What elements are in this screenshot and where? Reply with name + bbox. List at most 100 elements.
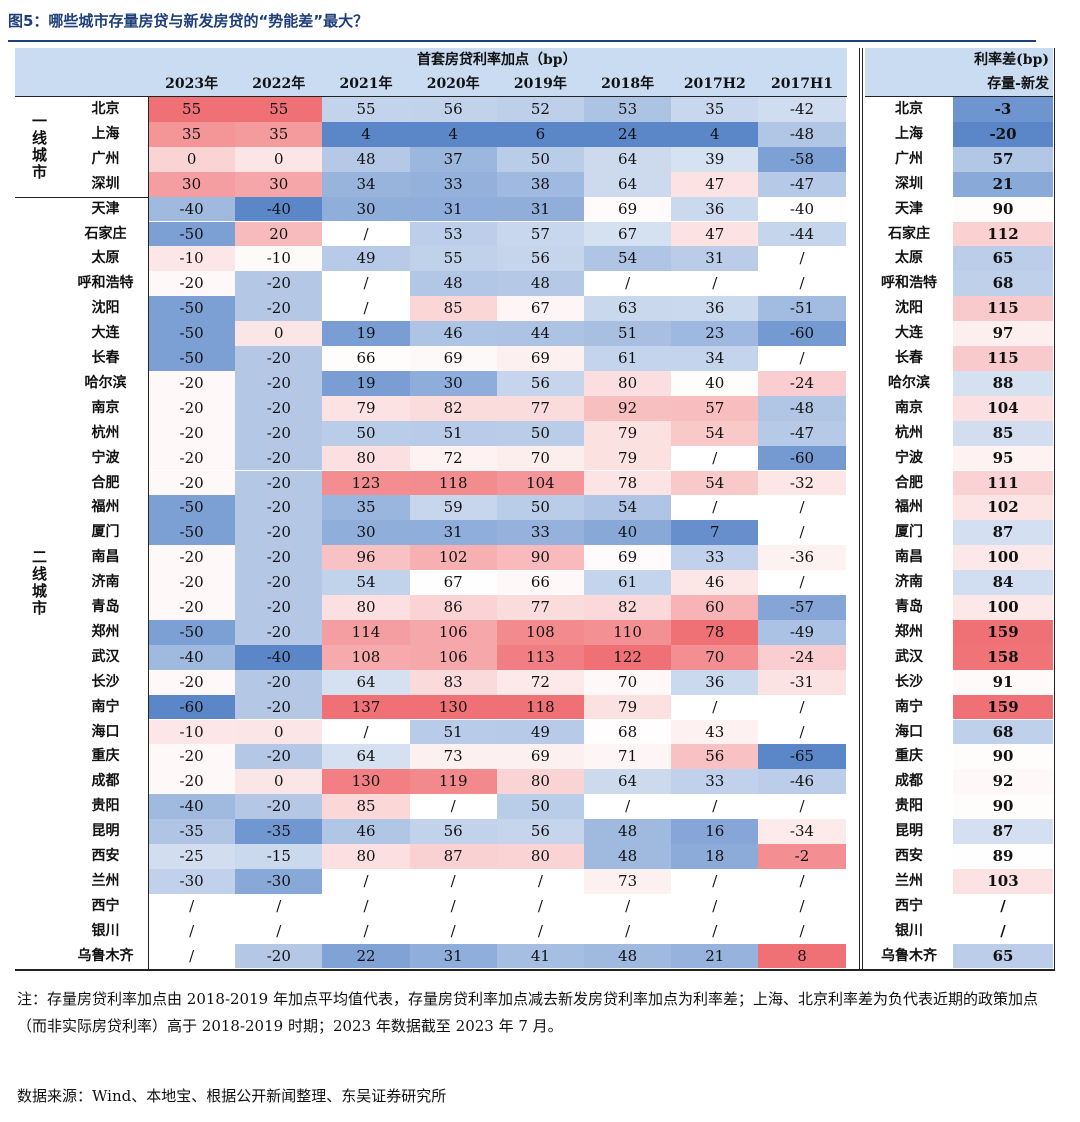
rate-cell: 70 bbox=[584, 669, 672, 695]
city-label: 贵阳 bbox=[91, 798, 120, 815]
rate-cell: 70 bbox=[496, 445, 584, 471]
city-label-right: 长沙 bbox=[895, 673, 923, 690]
rate-cell: 61 bbox=[584, 570, 672, 595]
rate-cell: -20 bbox=[148, 570, 236, 595]
rate-cell: -20 bbox=[235, 943, 323, 969]
rate-cell: -40 bbox=[235, 196, 323, 222]
rate-cell: 18 bbox=[671, 844, 759, 869]
city-label-right: 贵阳 bbox=[895, 798, 923, 815]
rate-cell: 0 bbox=[235, 719, 323, 745]
diff-cell: 100 bbox=[953, 595, 1053, 620]
rate-cell: -20 bbox=[148, 445, 236, 471]
rate-cell: / bbox=[322, 918, 410, 944]
rate-cell: -42 bbox=[758, 97, 846, 122]
rate-cell: / bbox=[758, 520, 846, 546]
rate-cell: -48 bbox=[758, 121, 846, 147]
rate-cell: / bbox=[235, 893, 323, 919]
rate-cell: -20 bbox=[235, 694, 323, 720]
city-label: 济南 bbox=[91, 574, 120, 591]
city-label-right: 重庆 bbox=[895, 748, 923, 765]
diff-separator-right bbox=[862, 48, 863, 969]
header-rule bbox=[15, 96, 847, 97]
rate-cell: -20 bbox=[235, 545, 323, 571]
rate-cell: 69 bbox=[584, 196, 672, 222]
source-line: 数据来源：Wind、本地宝、根据公开新闻整理、东吴证券研究所 bbox=[17, 1087, 447, 1105]
diff-cell: 112 bbox=[953, 221, 1053, 247]
city-label: 大连 bbox=[91, 325, 120, 342]
rate-cell: / bbox=[496, 893, 584, 919]
city-label-right: 青岛 bbox=[895, 599, 923, 615]
rate-cell: -60 bbox=[758, 321, 846, 346]
city-label: 福州 bbox=[91, 499, 120, 516]
header-year: 2022年 bbox=[252, 76, 306, 92]
rate-cell: 4 bbox=[671, 121, 759, 147]
rate-cell: 22 bbox=[322, 943, 410, 969]
city-label: 南京 bbox=[91, 399, 120, 416]
rate-cell: 6 bbox=[496, 121, 584, 147]
rate-cell: 53 bbox=[584, 97, 672, 122]
city-label: 合肥 bbox=[91, 474, 120, 491]
rate-cell: 49 bbox=[496, 719, 584, 745]
rate-cell: 108 bbox=[496, 619, 584, 645]
city-label-right: 上海 bbox=[895, 125, 923, 142]
rate-cell: / bbox=[584, 794, 672, 820]
rate-cell: / bbox=[671, 694, 759, 720]
diff-cell: 57 bbox=[953, 146, 1053, 172]
city-label-right: 南昌 bbox=[895, 549, 923, 566]
rate-cell: 73 bbox=[584, 868, 672, 894]
rate-cell: 118 bbox=[409, 470, 497, 496]
rate-cell: 50 bbox=[322, 420, 410, 446]
rate-cell: 102 bbox=[409, 545, 497, 571]
rate-cell: 30 bbox=[409, 370, 497, 396]
city-label-right: 太原 bbox=[895, 250, 923, 267]
rate-cell: 46 bbox=[671, 570, 759, 595]
tier-divider bbox=[15, 196, 148, 198]
diff-cell: 87 bbox=[953, 819, 1053, 844]
rate-cell: -20 bbox=[235, 296, 323, 322]
rate-cell: -20 bbox=[235, 271, 323, 297]
diff-cell: 68 bbox=[953, 719, 1053, 745]
rate-cell: / bbox=[322, 296, 410, 322]
diff-cell: 158 bbox=[953, 644, 1053, 670]
rate-cell: 114 bbox=[322, 619, 410, 645]
rate-cell: 86 bbox=[409, 595, 497, 620]
city-label: 宁波 bbox=[91, 449, 120, 466]
city-label-right: 西安 bbox=[895, 848, 923, 864]
rate-cell: / bbox=[322, 221, 410, 247]
city-label: 呼和浩特 bbox=[77, 275, 134, 292]
rate-cell: / bbox=[322, 271, 410, 297]
city-label-right: 郑州 bbox=[895, 623, 923, 640]
rate-cell: 67 bbox=[496, 296, 584, 322]
city-label: 杭州 bbox=[91, 424, 120, 441]
rate-cell: 40 bbox=[584, 520, 672, 546]
rate-cell: / bbox=[409, 794, 497, 820]
rate-cell: 68 bbox=[584, 719, 672, 745]
city-label-right: 北京 bbox=[895, 101, 923, 117]
rate-cell: -36 bbox=[758, 545, 846, 571]
diff-cell: 115 bbox=[953, 296, 1053, 322]
rate-cell: 108 bbox=[322, 644, 410, 670]
rate-cell: -49 bbox=[758, 619, 846, 645]
city-label-right: 乌鲁木齐 bbox=[881, 947, 937, 964]
city-label-right: 广州 bbox=[895, 150, 923, 167]
diff-cell: 115 bbox=[953, 346, 1053, 371]
rate-cell: -20 bbox=[235, 395, 323, 421]
rate-cell: -20 bbox=[148, 744, 236, 770]
rate-cell: 36 bbox=[671, 296, 759, 322]
rate-cell: 47 bbox=[671, 221, 759, 247]
header-year: 2017H2 bbox=[683, 76, 746, 92]
rate-cell: / bbox=[671, 495, 759, 521]
diff-cell: 88 bbox=[953, 370, 1053, 396]
rate-cell: 77 bbox=[496, 595, 584, 620]
rate-cell: 106 bbox=[409, 644, 497, 670]
city-label: 乌鲁木齐 bbox=[77, 947, 134, 964]
rate-cell: -32 bbox=[758, 470, 846, 496]
rate-cell: / bbox=[671, 918, 759, 944]
rate-cell: 47 bbox=[671, 171, 759, 197]
rate-cell: 19 bbox=[322, 370, 410, 396]
rate-cell: -60 bbox=[148, 694, 236, 720]
diff-cell: 89 bbox=[953, 844, 1053, 869]
rate-cell: 79 bbox=[322, 395, 410, 421]
diff-cell: 92 bbox=[953, 769, 1053, 795]
rate-cell: / bbox=[148, 943, 236, 969]
